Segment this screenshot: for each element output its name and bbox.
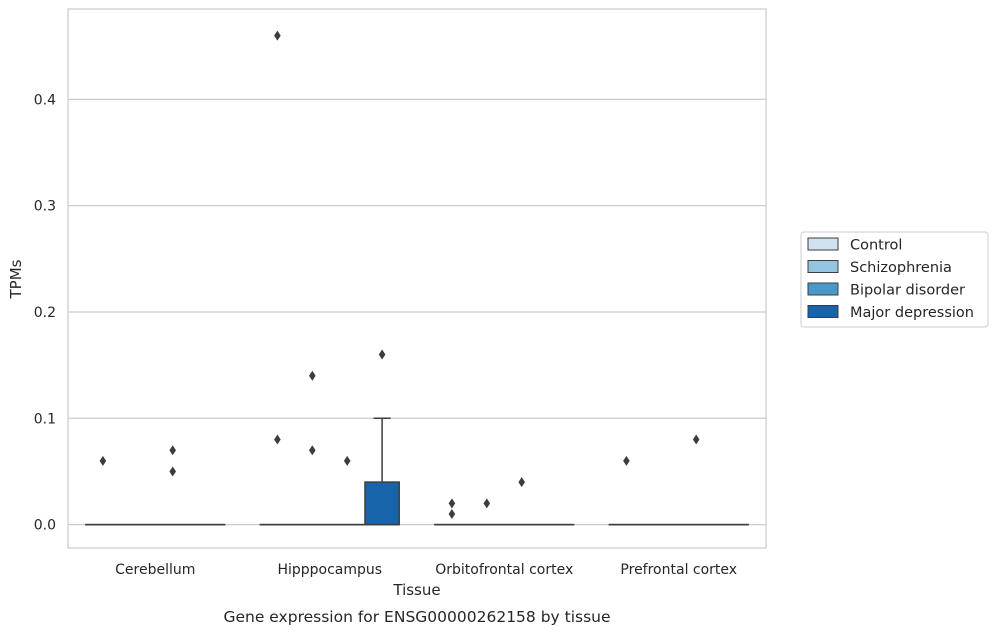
legend-items: Control Schizophrenia Bipolar disorder Majo… <box>807 237 974 321</box>
y-tick-label: 0.1 <box>34 411 56 427</box>
outlier-point <box>343 455 351 466</box>
outlier-point <box>518 477 525 488</box>
legend-swatch <box>807 237 839 251</box>
y-tick-label: 0.4 <box>34 92 56 108</box>
legend-swatch <box>807 282 839 296</box>
box <box>364 481 400 526</box>
legend-swatch <box>807 305 839 318</box>
y-axis-label: TPMs <box>7 259 25 299</box>
outliers <box>99 30 700 519</box>
outlier-point <box>448 508 456 519</box>
outlier-point <box>378 349 386 360</box>
outlier-point <box>448 498 456 509</box>
chart-caption: Gene expression for ENSG00000262158 by t… <box>223 608 610 626</box>
outlier-point <box>483 498 491 509</box>
outlier-point <box>274 30 281 41</box>
x-tick-label: Prefrontal cortex <box>620 562 737 578</box>
y-tick-labels: 0.0 0.1 0.2 0.3 0.4 <box>34 92 56 533</box>
outlier-point <box>309 445 316 456</box>
y-tick-label: 0.0 <box>34 518 56 534</box>
x-axis-label: Tissue <box>392 581 440 599</box>
outlier-point <box>692 434 700 445</box>
x-tick-label: Hipppocampus <box>277 562 382 578</box>
outlier-point <box>99 455 107 466</box>
plot-frame <box>67 8 767 549</box>
legend-frame <box>800 231 989 328</box>
x-tick-label: Orbitofrontal cortex <box>435 562 573 578</box>
legend-swatch <box>807 260 839 273</box>
outlier-point <box>623 455 630 466</box>
legend: Control Schizophrenia Bipolar disorder Majo… <box>800 231 989 328</box>
grid-lines <box>68 98 766 526</box>
x-tick-labels: Cerebellum Hipppocampus Orbitofrontal cort… <box>115 562 737 578</box>
outlier-point <box>309 370 316 381</box>
boxes <box>85 417 749 526</box>
legend-label: Bipolar disorder <box>850 283 965 299</box>
y-tick-label: 0.3 <box>34 199 56 215</box>
x-tick-label: Cerebellum <box>115 562 195 578</box>
legend-label: Schizophrenia <box>850 260 952 276</box>
outlier-point <box>169 466 176 477</box>
outlier-point <box>274 434 281 445</box>
legend-label: Control <box>850 238 902 254</box>
outlier-point <box>169 445 176 456</box>
legend-label: Major depression <box>850 305 974 321</box>
y-tick-label: 0.2 <box>34 305 56 321</box>
